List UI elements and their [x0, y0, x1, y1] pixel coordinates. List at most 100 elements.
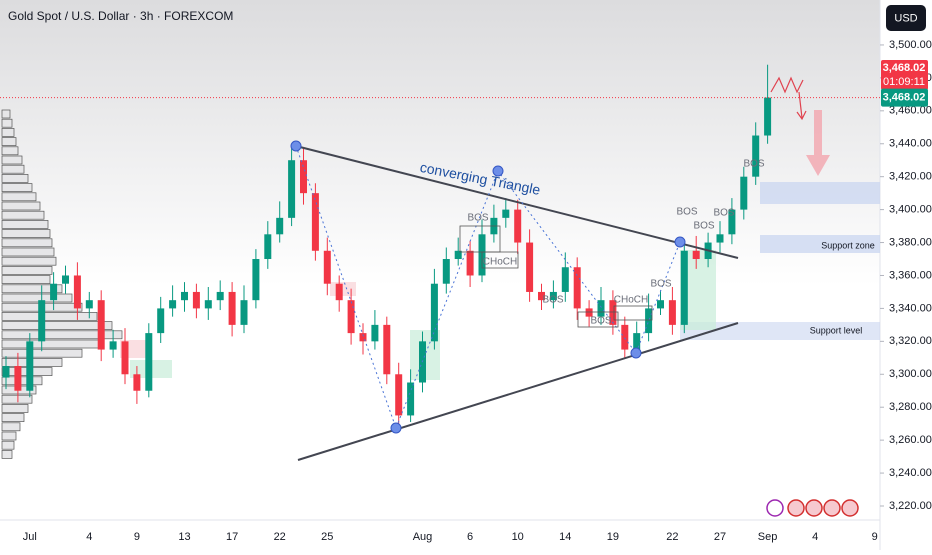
candle-body [181, 291, 188, 301]
profile-bar [1, 339, 103, 349]
candle-body [121, 341, 129, 375]
x-tick-label: 4 [86, 531, 92, 543]
candle-body [97, 300, 105, 350]
profile-bar [1, 118, 13, 128]
x-tick-label: 27 [714, 531, 726, 543]
candle-body [645, 308, 653, 334]
candles [2, 64, 772, 426]
candle-body [633, 333, 641, 350]
candle-body [526, 242, 534, 292]
x-tick-label: 6 [467, 531, 473, 543]
candle-body [157, 308, 165, 334]
candle-body [85, 300, 93, 309]
candle-body [276, 217, 284, 235]
countdown: 01:09:11 [883, 76, 925, 88]
candle-body [240, 300, 248, 325]
profile-bar [1, 210, 45, 220]
candle-body [728, 209, 736, 235]
candle-body [573, 267, 581, 309]
pivot [630, 347, 642, 359]
profile-bar [1, 137, 17, 146]
candle-body [383, 324, 391, 375]
y-tick-label: 3,360.00 [889, 269, 932, 281]
candle-body [288, 160, 296, 218]
supply-box [330, 282, 356, 296]
candle-body [430, 283, 438, 342]
candle-body [692, 250, 700, 260]
candle-body [514, 209, 522, 243]
y-tick-label: 3,320.00 [889, 335, 932, 347]
candle-body [2, 366, 10, 378]
candle-body [668, 300, 676, 325]
y-tick-label: 3,380.00 [889, 236, 932, 248]
pivot [492, 165, 504, 177]
candle-body [109, 341, 117, 350]
profile-bar [1, 238, 53, 248]
y-tick-label: 3,400.00 [889, 204, 932, 216]
candle-body [680, 250, 688, 325]
projection-arrow [798, 91, 803, 119]
candle-body [347, 300, 355, 334]
profile-bar [1, 192, 37, 202]
structure-box [577, 311, 619, 328]
structure-box [459, 225, 501, 253]
candle-body [73, 275, 81, 309]
candle-body [621, 324, 629, 350]
candle-body [371, 324, 379, 342]
structure-label: BOS [590, 316, 611, 327]
y-tick-label: 3,500.00 [889, 39, 932, 51]
profile-bar [1, 155, 23, 165]
currency-label[interactable]: USD [894, 12, 917, 24]
structure-label: BOS [650, 279, 671, 290]
y-tick-label: 3,300.00 [889, 368, 932, 380]
candle-body [442, 259, 450, 284]
profile-bar [1, 247, 55, 257]
profile-bar [1, 413, 25, 422]
x-tick-label: Jul [23, 531, 37, 543]
candle-body [216, 291, 224, 301]
candle-body [26, 341, 34, 391]
x-tick-label: 19 [607, 531, 619, 543]
candle-body [502, 209, 510, 218]
y-tick-label: 3,440.00 [889, 138, 932, 150]
y-tick-label: 3,220.00 [889, 500, 932, 512]
y-tick-label: 3,420.00 [889, 171, 932, 183]
candle-body [264, 234, 272, 260]
pivot [290, 140, 302, 152]
x-tick-label: 10 [512, 531, 524, 543]
structure-label: BOS [467, 213, 488, 224]
candle-body [14, 366, 22, 391]
currency-button[interactable] [886, 5, 926, 31]
candle-body [454, 250, 462, 260]
x-tick-label: 9 [134, 531, 140, 543]
price-tag [881, 88, 928, 107]
candle-body [609, 300, 617, 325]
event-icon [805, 499, 823, 517]
x-tick-label: Sep [758, 531, 778, 543]
candle-body [192, 291, 200, 309]
structure-label: BOS [542, 295, 563, 306]
candle-body [561, 267, 569, 292]
profile-bar [1, 440, 15, 450]
candle-body [407, 382, 415, 416]
x-tick-label: 13 [178, 531, 190, 543]
profile-bar [1, 284, 63, 294]
candle-body [300, 160, 307, 194]
profile-bar [1, 431, 17, 441]
candle-body [204, 300, 212, 309]
profile-bar [1, 164, 25, 174]
event-icon [841, 499, 859, 517]
profile-bar [1, 450, 13, 459]
profile-bar [1, 293, 73, 303]
profile-bar [1, 275, 51, 284]
zone-label: Support zone [821, 240, 875, 250]
structure-box [481, 251, 519, 269]
event-icon [787, 499, 805, 517]
profile-bar [1, 109, 11, 119]
structure-label: BOS [713, 208, 734, 219]
profile-bar [1, 183, 33, 192]
profile-bar [1, 394, 33, 404]
candle-body [716, 234, 724, 243]
